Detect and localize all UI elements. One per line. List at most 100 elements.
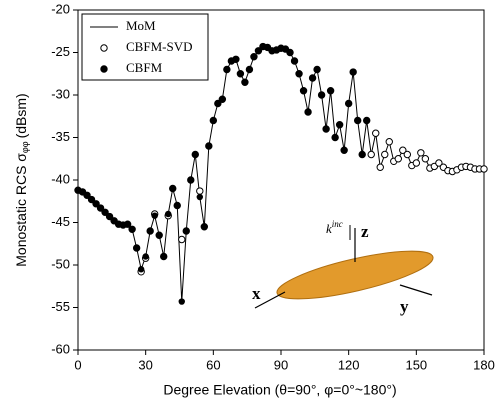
filled-marker <box>232 56 240 63</box>
x-tick-label: 60 <box>206 357 220 372</box>
filled-marker <box>349 68 357 76</box>
inset: kinc z x y <box>252 219 434 316</box>
filled-marker <box>183 227 190 235</box>
filled-marker <box>313 66 321 73</box>
x-tick-label: 90 <box>274 357 288 372</box>
open-marker <box>381 150 389 159</box>
filled-marker <box>142 253 149 260</box>
filled-marker <box>340 147 348 154</box>
filled-marker <box>282 45 289 53</box>
y-label-unit: (dBsm) <box>13 93 29 138</box>
open-marker <box>403 150 412 159</box>
filled-marker <box>322 125 330 133</box>
open-marker <box>399 146 407 154</box>
filled-marker <box>291 57 298 65</box>
legend: MoM CBFM-SVD CBFM <box>81 13 209 81</box>
filled-marker <box>345 100 352 107</box>
filled-marker <box>201 223 208 230</box>
filled-marker <box>178 298 185 305</box>
x-axis-label: Degree Elevation (θ=90°, φ=0°~180°) <box>163 382 396 398</box>
filled-marker <box>264 44 271 51</box>
filled-marker <box>106 213 113 220</box>
y-axis-label: Monostatic RCS σφφ (dBsm) <box>13 93 31 266</box>
legend-label: CBFM <box>126 60 163 75</box>
open-marker <box>196 187 204 195</box>
filled-marker <box>327 87 334 94</box>
filled-marker <box>79 188 86 196</box>
y-tick-label: -40 <box>51 171 70 186</box>
legend-label: MoM <box>126 18 156 33</box>
open-marker <box>372 129 380 137</box>
open-marker <box>385 138 393 146</box>
ellipsoid <box>276 250 434 300</box>
filled-marker <box>205 142 213 150</box>
x-tick-label: 150 <box>405 357 427 372</box>
filled-marker <box>128 226 136 233</box>
filled-marker <box>331 134 339 141</box>
y-tick-label: -30 <box>51 86 70 101</box>
y-label: y <box>400 297 409 316</box>
y-tick-label: -55 <box>51 299 70 314</box>
filled-marker <box>309 74 316 82</box>
y-tick-label: -50 <box>51 256 70 271</box>
filled-marker <box>174 202 181 209</box>
filled-marker <box>101 209 109 216</box>
filled-marker <box>304 108 312 116</box>
filled-marker <box>83 192 91 199</box>
k-sup: inc <box>332 219 343 229</box>
filled-marker <box>151 212 158 219</box>
filled-marker <box>219 96 226 103</box>
filled-marker <box>246 66 253 73</box>
legend-label: CBFM-SVD <box>126 39 192 54</box>
open-marker <box>178 235 186 244</box>
filled-marker <box>97 204 104 212</box>
filled-marker <box>359 151 366 158</box>
filled-marker <box>192 151 199 158</box>
y-tick-label: -45 <box>51 214 70 229</box>
filled-marker <box>196 193 203 201</box>
filled-marker <box>137 266 145 273</box>
open-marker <box>417 149 425 157</box>
legend-marker <box>100 44 108 52</box>
y-tick-label: -20 <box>51 1 70 16</box>
y-tick-label: -60 <box>51 341 70 356</box>
k-label: kinc <box>326 219 343 236</box>
filled-marker <box>92 200 100 207</box>
filled-marker <box>363 117 370 124</box>
open-marker <box>435 159 443 167</box>
open-marker <box>394 155 402 163</box>
filled-marker <box>214 100 222 107</box>
x-label: x <box>252 284 261 303</box>
filled-marker <box>241 79 249 86</box>
open-marker <box>412 159 421 167</box>
y-axis <box>399 284 433 296</box>
filled-marker <box>255 47 262 54</box>
filled-marker <box>354 117 361 124</box>
filled-marker <box>223 66 231 73</box>
filled-marker <box>295 70 303 77</box>
x-tick-label: 120 <box>338 357 360 372</box>
y-tick-label: -35 <box>51 129 70 144</box>
y-tick-label: -25 <box>51 44 70 59</box>
x-tick-label: 30 <box>138 357 152 372</box>
open-marker <box>421 155 430 163</box>
y-label-text: Monostatic RCS σ <box>13 153 29 267</box>
filled-marker <box>300 87 307 94</box>
filled-marker <box>169 185 176 192</box>
filled-marker <box>336 121 343 128</box>
x-tick-label: 180 <box>473 357 495 372</box>
filled-marker <box>146 227 154 235</box>
x-tick-label: 0 <box>74 357 81 372</box>
x-axis <box>254 291 286 309</box>
open-marker <box>480 165 488 173</box>
open-marker <box>367 150 375 159</box>
filled-marker <box>237 70 244 77</box>
filled-marker <box>187 176 194 184</box>
filled-marker <box>210 117 217 124</box>
y-label-sub: φφ <box>20 141 30 153</box>
k-text: k <box>326 221 332 236</box>
filled-marker <box>160 253 167 260</box>
filled-marker <box>110 217 118 224</box>
filled-marker <box>124 221 131 228</box>
